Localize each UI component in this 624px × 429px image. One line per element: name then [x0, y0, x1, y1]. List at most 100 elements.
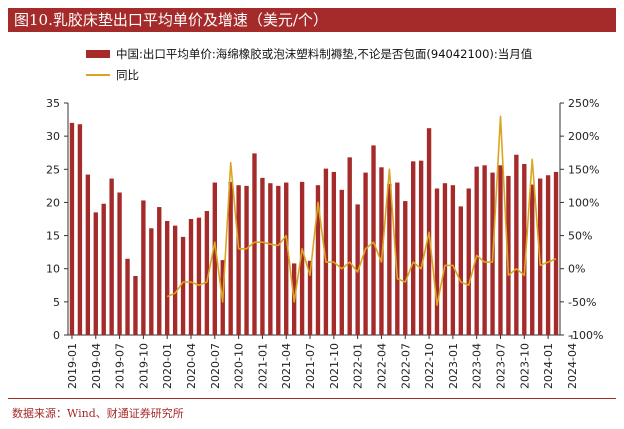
bar	[204, 211, 210, 335]
x-tick-label: 2022-10	[423, 343, 436, 389]
x-tick-label: 2021-10	[328, 343, 341, 389]
bar	[442, 183, 448, 335]
bar	[315, 185, 321, 335]
bar	[141, 200, 146, 335]
x-tick-label: 2023-10	[518, 343, 531, 389]
bar	[514, 154, 519, 335]
bar	[299, 181, 305, 335]
x-tick-label: 2023-01	[447, 343, 460, 389]
bar	[69, 122, 75, 335]
x-tick-label: 2020-10	[233, 343, 246, 389]
bar	[236, 185, 241, 335]
bar	[498, 165, 503, 335]
y-left-tick-label: 15	[46, 230, 60, 243]
bar	[395, 182, 400, 335]
legend: 中国:出口平均单价:海绵橡胶或泡沫塑料制褥垫,不论是否包面(94042100):…	[86, 47, 533, 82]
x-tick-label: 2023-07	[494, 343, 507, 389]
bar	[180, 236, 186, 335]
x-tick-label: 2022-01	[352, 343, 365, 389]
legend-bar-swatch	[86, 50, 110, 58]
bar	[371, 145, 376, 335]
y-left-tick-label: 10	[46, 263, 60, 276]
y-left-tick-label: 5	[53, 296, 60, 309]
bar	[418, 160, 424, 335]
bar	[244, 185, 249, 335]
legend-bar-label: 中国:出口平均单价:海绵橡胶或泡沫塑料制褥垫,不论是否包面(94042100):…	[116, 47, 533, 61]
y-right-tick-label: 250%	[568, 97, 599, 110]
y-left-tick-label: 0	[53, 329, 60, 342]
x-tick-label: 2019-04	[90, 343, 103, 389]
bar	[339, 189, 344, 335]
bar	[77, 124, 83, 335]
y-right-tick-label: -100%	[568, 329, 603, 342]
bar	[411, 161, 416, 335]
footer-divider	[8, 398, 616, 399]
y-left-tick-label: 30	[46, 130, 60, 143]
bar	[331, 171, 337, 335]
y-left-tick-label: 35	[46, 97, 60, 110]
bar	[553, 171, 559, 335]
bar	[149, 228, 154, 335]
bar	[506, 175, 511, 335]
legend-line-label: 同比	[116, 68, 139, 82]
x-tick-label: 2019-01	[66, 343, 79, 389]
bar	[379, 167, 384, 335]
bar	[307, 260, 313, 335]
bar	[387, 183, 392, 335]
bar	[157, 207, 162, 335]
bar	[458, 206, 463, 335]
bar	[434, 188, 440, 335]
x-tick-label: 2022-07	[399, 343, 412, 389]
bar	[117, 192, 122, 335]
bar	[125, 258, 130, 335]
x-tick-label: 2021-01	[256, 343, 269, 389]
source-note: 数据来源：Wind、财通证券研究所	[12, 407, 184, 420]
bar	[133, 276, 138, 335]
bar	[188, 219, 194, 335]
bar	[347, 157, 352, 335]
bar	[474, 166, 479, 335]
bar	[323, 168, 329, 335]
x-tick-label: 2020-01	[161, 343, 174, 389]
bar	[93, 212, 98, 335]
bar	[545, 175, 551, 335]
bar	[172, 225, 178, 335]
bar	[165, 220, 170, 335]
x-tick-label: 2019-07	[114, 343, 127, 389]
bar	[101, 203, 106, 335]
bar	[212, 182, 217, 335]
y-left-tick-label: 20	[46, 196, 60, 209]
bar	[466, 188, 471, 335]
x-tick-label: 2022-04	[375, 343, 388, 389]
y-right-tick-label: 200%	[568, 130, 599, 143]
bar	[363, 172, 368, 335]
x-tick-label: 2023-04	[471, 343, 484, 389]
bar	[196, 217, 202, 335]
x-tick-label: 2024-04	[566, 343, 579, 389]
x-tick-label: 2021-04	[280, 343, 293, 389]
bar	[268, 183, 273, 335]
bar	[85, 174, 91, 335]
bar	[276, 185, 281, 335]
bar	[284, 182, 289, 335]
bar	[403, 201, 408, 335]
y-right-tick-label: 50%	[568, 230, 592, 243]
x-tick-label: 2024-01	[542, 343, 555, 389]
y-right-tick-label: 150%	[568, 163, 599, 176]
yoy-line	[166, 115, 557, 306]
bar	[522, 163, 527, 335]
chart-title: 图10.乳胶床垫出口平均单价及增速（美元/个）	[8, 8, 616, 32]
y-right-tick-label: 0%	[568, 263, 585, 276]
x-tick-label: 2020-04	[185, 343, 198, 389]
bar	[450, 185, 456, 335]
x-tick-label: 2020-07	[209, 343, 222, 389]
bar	[109, 178, 114, 335]
x-tick-label: 2021-07	[304, 343, 317, 389]
bar	[530, 184, 535, 335]
bar	[252, 153, 257, 335]
bar	[260, 177, 265, 335]
y-right-tick-label: 100%	[568, 196, 599, 209]
y-left-tick-label: 25	[46, 163, 60, 176]
y-right-tick-label: -50%	[568, 296, 596, 309]
